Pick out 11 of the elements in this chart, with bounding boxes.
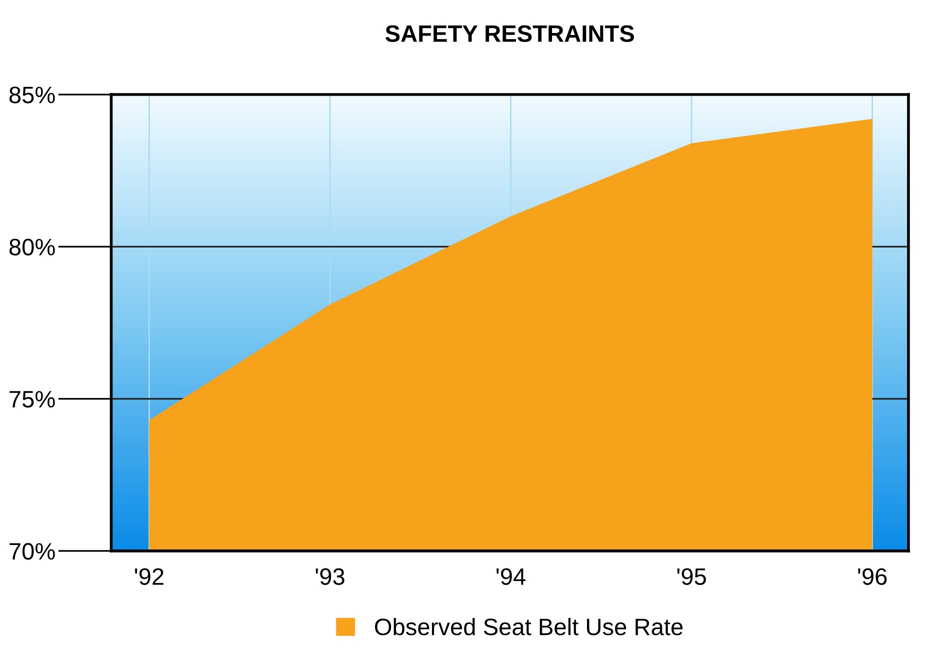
y-tick-label: 80%: [9, 238, 55, 256]
y-tick-label: 75%: [10, 390, 55, 408]
y-tick-label: 85%: [9, 86, 55, 104]
x-tick-label: '96: [858, 568, 887, 585]
x-tick-label: '93: [316, 568, 344, 585]
x-tick-label: '92: [135, 568, 164, 585]
legend-label: Observed Seat Belt Use Rate: [375, 618, 683, 636]
chart-title: SAFETY RESTRAINTS: [385, 25, 634, 42]
y-tick-label: 70%: [10, 543, 55, 560]
x-tick-label: '94: [496, 568, 526, 585]
x-tick-label: '95: [677, 568, 706, 585]
